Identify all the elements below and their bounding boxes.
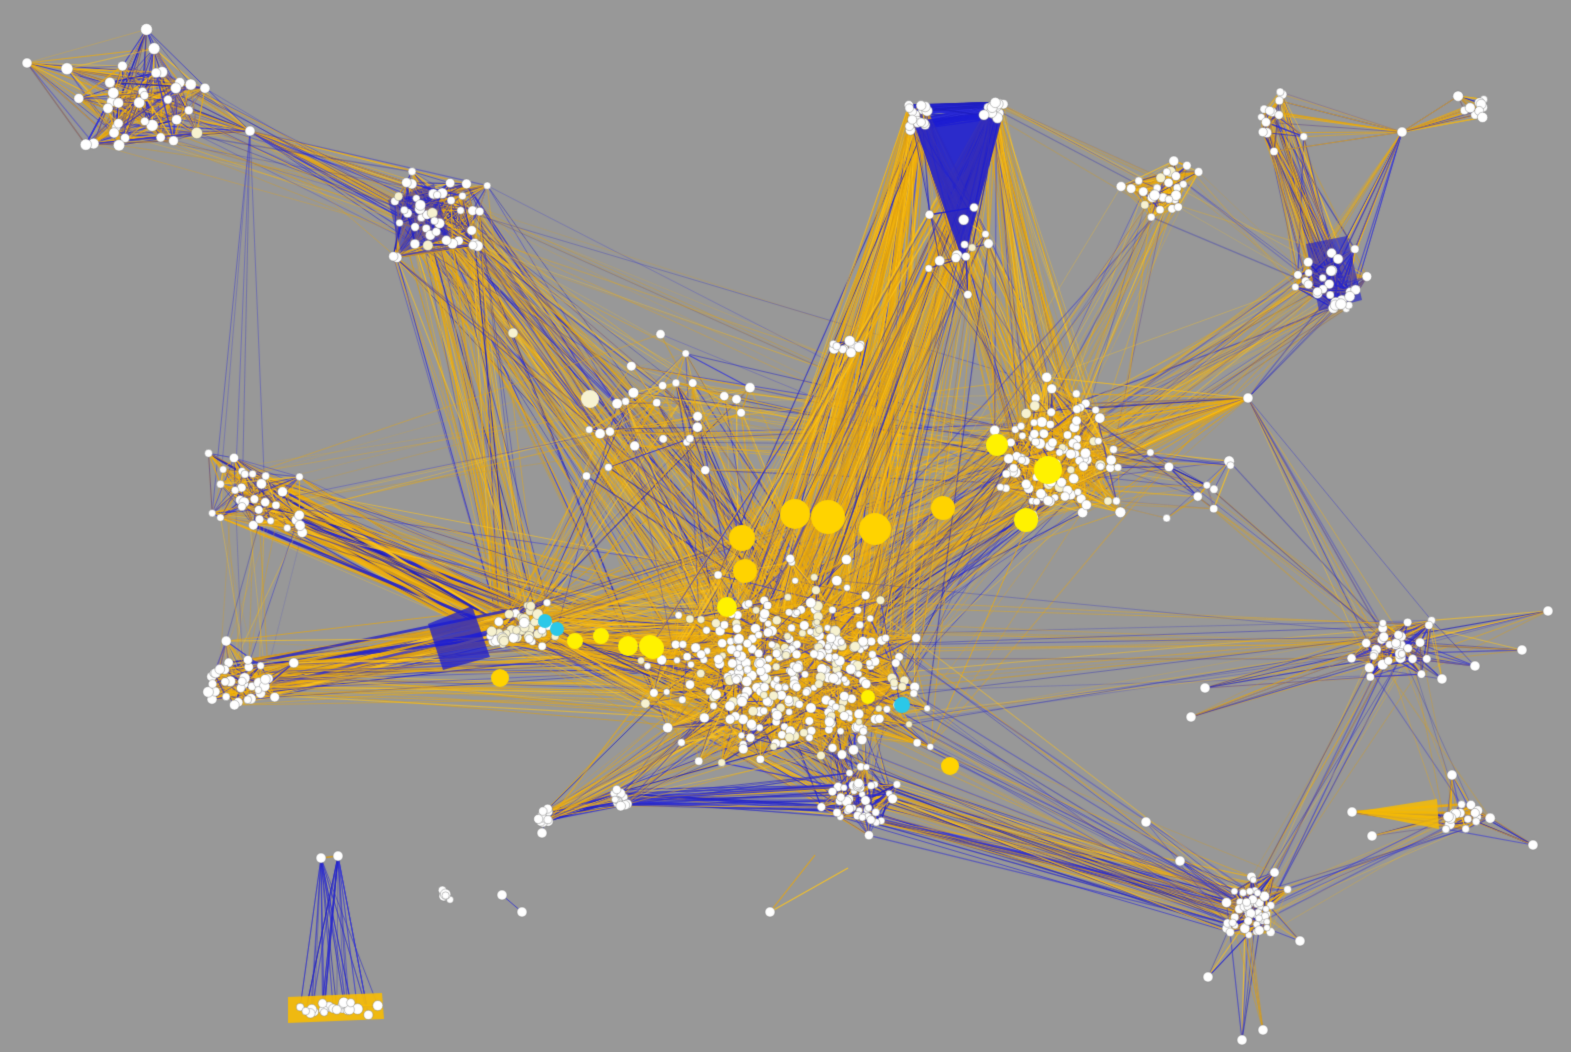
graph-viewport	[0, 0, 1571, 1052]
network-graph-canvas[interactable]	[0, 0, 1571, 1052]
